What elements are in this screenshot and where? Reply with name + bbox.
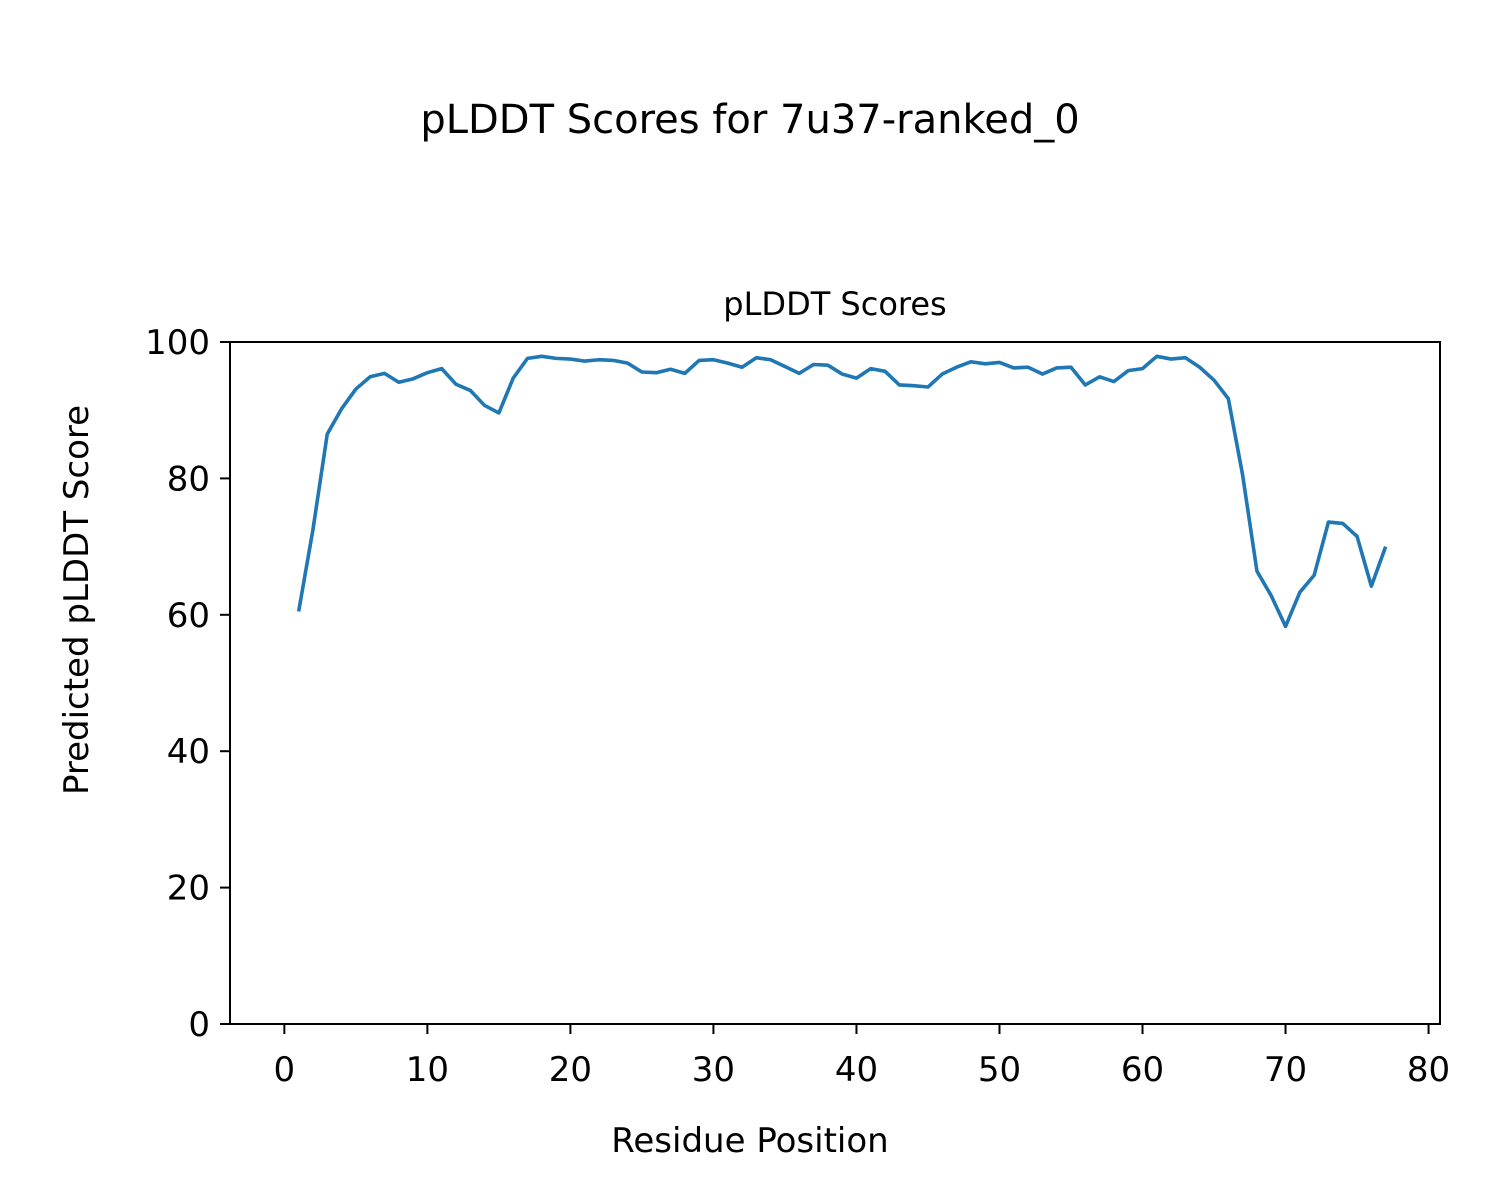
y-tick-label: 20 (167, 869, 210, 909)
plot-area: 0 10 20 30 40 50 60 70 80 0 20 40 60 80 100 (145, 323, 1450, 1090)
x-tick-label: 40 (835, 1050, 878, 1090)
x-tick-label: 50 (978, 1050, 1021, 1090)
y-axis-label: Predicted pLDDT Score (57, 405, 97, 795)
x-tick-label: 20 (549, 1050, 592, 1090)
x-axis-ticks: 0 10 20 30 40 50 60 70 80 (274, 1024, 1450, 1090)
y-tick-label: 60 (167, 596, 210, 636)
x-tick-label: 70 (1264, 1050, 1307, 1090)
x-tick-label: 60 (1121, 1050, 1164, 1090)
figure-suptitle: pLDDT Scores for 7u37-ranked_0 (420, 97, 1079, 143)
y-tick-label: 40 (167, 732, 210, 772)
x-tick-label: 0 (274, 1050, 296, 1090)
x-tick-label: 10 (406, 1050, 449, 1090)
series-line-plddt (296, 354, 1388, 629)
y-tick-label: 0 (188, 1005, 210, 1045)
axes-frame (229, 341, 1441, 1025)
x-axis-label: Residue Position (611, 1121, 888, 1161)
y-axis-ticks: 0 20 40 60 80 100 (145, 323, 230, 1045)
x-tick-label: 30 (692, 1050, 735, 1090)
y-tick-label: 80 (167, 459, 210, 499)
y-tick-label: 100 (145, 323, 210, 363)
chart-title: pLDDT Scores (723, 285, 946, 323)
x-tick-label: 80 (1407, 1050, 1450, 1090)
